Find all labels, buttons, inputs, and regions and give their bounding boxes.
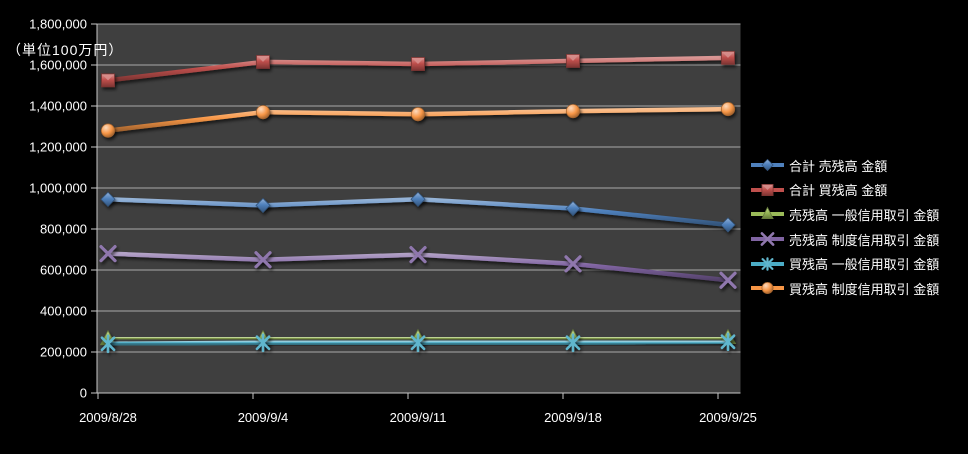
data-point-marker xyxy=(565,333,581,353)
y-tick-label: 0 xyxy=(80,386,87,401)
data-point-marker xyxy=(410,191,426,207)
series-売残高 制度信用取引 金額 xyxy=(99,245,737,289)
data-point-marker xyxy=(99,245,117,263)
y-axis-labels: 0 200,000 400,000 600,000 800,000 1,000,000 1,… xyxy=(29,17,87,401)
data-point-marker xyxy=(100,334,116,354)
series-合計 買残高 金額 xyxy=(101,50,735,88)
legend-item: 合計 売残高 金額 xyxy=(750,153,939,178)
legend-label: 買残高 一般信用取引 金額 xyxy=(789,257,940,273)
legend-item: 売残高 一般信用取引 金額 xyxy=(750,202,939,227)
data-point-marker xyxy=(719,271,737,289)
square-legend-marker-icon xyxy=(751,183,784,196)
data-point-marker xyxy=(100,191,116,207)
legend-item: 合計 買残高 金額 xyxy=(750,178,939,203)
y-tick-label: 1,800,000 xyxy=(29,17,87,32)
data-point-marker xyxy=(721,50,735,65)
circle-legend-marker-icon xyxy=(751,282,784,295)
legend-label: 合計 売残高 金額 xyxy=(789,158,888,174)
y-tick-label: 1,600,000 xyxy=(29,58,87,73)
data-point-marker xyxy=(409,246,427,264)
y-tick-label: 400,000 xyxy=(40,304,87,319)
data-point-marker xyxy=(564,255,582,273)
series-買残高 制度信用取引 金額 xyxy=(100,102,736,138)
legend-label: 売残高 制度信用取引 金額 xyxy=(789,232,940,248)
series-合計 売残高 金額 xyxy=(100,191,736,233)
x-tick-label: 2009/9/11 xyxy=(390,410,447,425)
legend-label: 買残高 制度信用取引 金額 xyxy=(789,281,940,297)
data-point-marker xyxy=(565,200,581,217)
legend-item: 買残高 一般信用取引 金額 xyxy=(750,251,939,276)
diamond-legend-marker-icon xyxy=(751,159,784,172)
triangle-legend-marker-icon xyxy=(751,206,784,220)
data-point-marker xyxy=(565,104,581,119)
data-point-marker xyxy=(255,105,271,120)
chart-legend: 合計 売残高 金額 合計 買残高 金額売残高 一般信用取引 金額 売残高 制度信用取… xyxy=(750,153,939,301)
data-point-marker xyxy=(411,57,425,71)
data-point-marker xyxy=(255,197,271,213)
legend-label: 売残高 一般信用取引 金額 xyxy=(789,207,940,223)
data-point-marker xyxy=(720,102,736,117)
x-tick-label: 2009/9/18 xyxy=(544,410,602,425)
x-tick-label: 2009/9/4 xyxy=(238,410,289,425)
data-point-marker xyxy=(720,217,736,233)
y-tick-label: 200,000 xyxy=(40,345,87,360)
x-legend-marker-icon xyxy=(751,232,784,246)
legend-item: 買残高 制度信用取引 金額 xyxy=(750,276,939,301)
data-point-marker xyxy=(410,333,426,353)
x-axis-labels: 2009/8/28 2009/9/4 2009/9/11 2009/9/18 2009/… xyxy=(79,393,757,425)
y-tick-label: 600,000 xyxy=(40,263,87,278)
data-point-marker xyxy=(255,333,271,353)
y-tick-label: 1,000,000 xyxy=(29,181,87,196)
data-point-marker xyxy=(101,73,115,88)
y-tick-label: 800,000 xyxy=(40,222,87,237)
data-point-marker xyxy=(410,107,426,122)
legend-item: 売残高 制度信用取引 金額 xyxy=(750,227,939,252)
asterisk-legend-marker-icon xyxy=(751,256,784,271)
data-point-marker xyxy=(566,54,580,68)
data-point-marker xyxy=(720,332,736,352)
series-買残高 一般信用取引 金額 xyxy=(100,332,736,354)
y-tick-label: 1,400,000 xyxy=(29,99,87,114)
data-point-marker xyxy=(254,251,272,269)
data-point-marker xyxy=(256,55,270,69)
legend-label: 合計 買残高 金額 xyxy=(789,183,888,199)
data-point-marker xyxy=(100,123,116,138)
y-tick-label: 1,200,000 xyxy=(29,140,87,155)
x-tick-label: 2009/8/28 xyxy=(79,410,137,425)
x-tick-label: 2009/9/25 xyxy=(699,410,757,425)
